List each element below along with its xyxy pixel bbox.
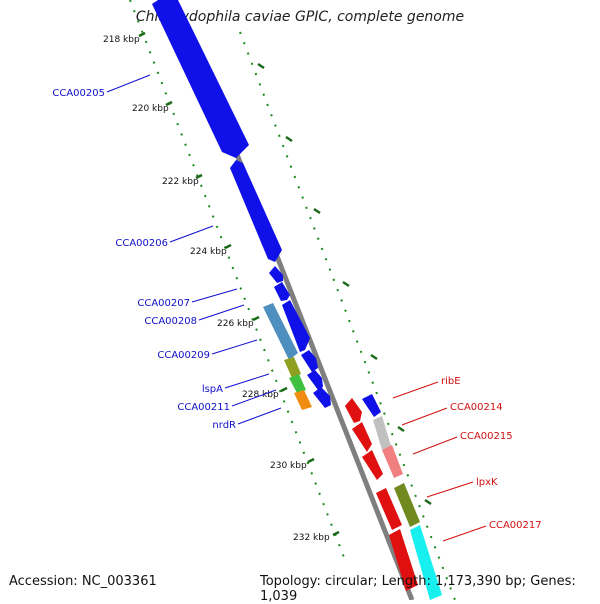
gene-block-cca00217-a	[389, 529, 418, 591]
tick-label-226: 226 kbp	[217, 319, 254, 329]
left-dotted-guide	[129, 0, 346, 561]
gene-label-cca00207[interactable]: CCA00207	[137, 298, 190, 309]
tick-marks	[138, 31, 432, 537]
gene-label-cca00214[interactable]: CCA00214	[450, 402, 503, 413]
tick-label-220: 220 kbp	[132, 104, 169, 114]
gene-block-orange	[294, 390, 312, 410]
gene-block-cca00205	[152, 0, 249, 158]
gene-block-cca00215-b	[382, 445, 403, 478]
tick-label-218: 218 kbp	[103, 35, 140, 45]
gene-block-lpxk-b	[394, 483, 420, 527]
gene-block-cca00206	[230, 160, 282, 262]
gene-block-cca00214-b	[373, 416, 391, 450]
gene-block-blue-gradient	[263, 303, 298, 360]
gene-block-cca00209	[282, 300, 310, 352]
tick-label-222: 222 kbp	[162, 177, 199, 187]
gene-block-ribe-a	[345, 398, 362, 423]
gene-block-cca00211	[307, 370, 323, 390]
gene-block-ribe-b	[362, 394, 381, 417]
gene-label-cca00215[interactable]: CCA00215	[460, 431, 513, 442]
gene-label-lspa[interactable]: lspA	[202, 384, 223, 395]
tick-label-228: 228 kbp	[242, 390, 279, 400]
gene-label-nrdr[interactable]: nrdR	[212, 420, 236, 431]
right-dotted-guide	[239, 31, 456, 600]
gene-block-cca00215-a	[362, 450, 383, 480]
gene-label-cca00205[interactable]: CCA00205	[52, 88, 105, 99]
right-strand-features	[345, 394, 442, 600]
gene-block-cca00214-a	[352, 422, 372, 452]
gene-block-lpxk-a	[376, 488, 402, 530]
gene-block-cca00208	[274, 282, 290, 301]
map-title: Chlamydophila caviae GPIC, complete geno…	[135, 9, 465, 25]
tick-label-232: 232 kbp	[293, 533, 330, 543]
left-strand-features	[152, 0, 331, 410]
accession-text: Accession: NC_003361	[9, 574, 157, 589]
right-leader-lines	[392, 381, 487, 542]
gene-block-cca00207	[269, 266, 283, 283]
gene-block-nrdr	[313, 387, 331, 408]
tick-label-224: 224 kbp	[190, 247, 227, 257]
tick-label-230: 230 kbp	[270, 461, 307, 471]
gene-label-cca00217[interactable]: CCA00217	[489, 520, 542, 531]
gene-label-cca00211[interactable]: CCA00211	[177, 402, 230, 413]
gene-label-cca00206[interactable]: CCA00206	[115, 238, 168, 249]
gene-label-cca00208[interactable]: CCA00208	[144, 316, 197, 327]
left-leader-lines	[106, 74, 282, 425]
gene-block-green	[289, 374, 306, 393]
gene-label-cca00209[interactable]: CCA00209	[157, 350, 210, 361]
gene-block-olive	[284, 357, 301, 378]
gene-label-ribe[interactable]: ribE	[441, 376, 461, 387]
gene-label-lpxk[interactable]: lpxK	[476, 477, 498, 488]
gene-block-lspa	[301, 350, 318, 372]
gene-block-cca00217-b	[410, 525, 442, 600]
